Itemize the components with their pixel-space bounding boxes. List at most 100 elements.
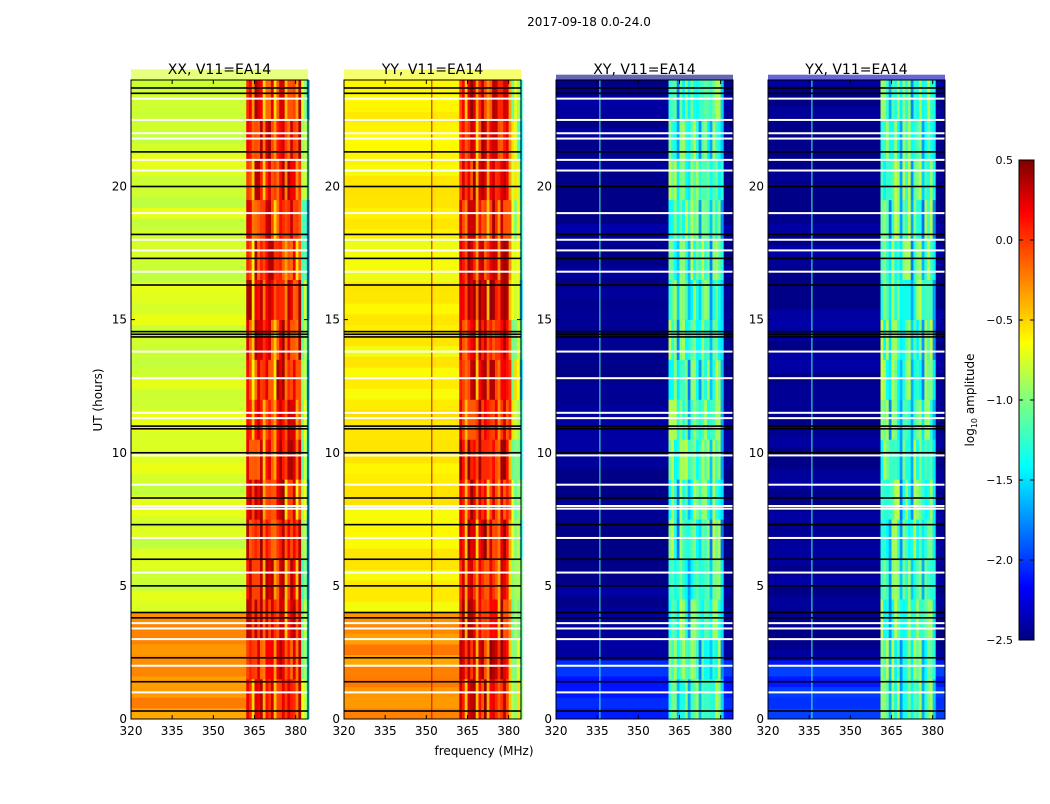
rfi-band-cell (503, 279, 507, 320)
rfi-band-cell (462, 559, 466, 600)
rfi-band-cell (298, 599, 302, 640)
rfi-band-cell (921, 679, 925, 720)
rfi-band-cell (668, 159, 672, 201)
rfi-band-cell (268, 679, 272, 720)
flagged-row-white (556, 505, 733, 507)
rfi-band-cell (918, 319, 922, 360)
rfi-band-cell (896, 279, 901, 320)
rfi-band-cell (500, 479, 504, 520)
flagged-row-black (131, 451, 308, 454)
rfi-band-cell (712, 519, 716, 560)
rfi-band-cell (693, 479, 697, 520)
flagged-row-white (344, 169, 521, 172)
rfi-band-cell (888, 279, 892, 320)
background-row (344, 442, 521, 453)
rfi-band-cell (483, 119, 487, 161)
rfi-band-cell (287, 639, 291, 680)
rfi-band-cell (695, 439, 699, 480)
rfi-band-cell (894, 639, 898, 680)
flagged-row-black (131, 585, 308, 587)
flagged-row-white (344, 158, 521, 161)
flagged-row-white (344, 664, 521, 667)
rfi-band-cell (290, 319, 294, 360)
rfi-band-cell (475, 239, 479, 280)
rfi-band-cell (717, 119, 721, 161)
flagged-row-white (131, 169, 308, 172)
rfi-band-cell (505, 679, 509, 720)
rfi-band-cell (470, 439, 474, 480)
flagged-row-black (768, 558, 945, 561)
rfi-band-cell (475, 119, 479, 161)
flagged-row-white (768, 137, 945, 140)
rfi-band-cell (701, 519, 705, 560)
background-row (768, 436, 945, 448)
panel-frame (130, 79, 309, 720)
rfi-band-cell (295, 359, 299, 400)
rfi-band-cell (668, 359, 672, 400)
rfi-band-cell (295, 639, 299, 680)
rfi-band-cell (921, 239, 925, 280)
rfi-band-cell (467, 359, 471, 400)
rfi-band-cell (924, 159, 928, 201)
rfi-band-cell (929, 119, 933, 161)
rfi-band-cell (913, 159, 917, 201)
rfi-band-cell (511, 679, 515, 720)
background-row (556, 170, 733, 182)
background-row (768, 697, 945, 709)
y-tick-label: 10 (537, 446, 552, 460)
rfi-band-cell (470, 319, 474, 360)
rfi-band-cell (514, 279, 518, 320)
rfi-band-cell (464, 599, 468, 640)
rfi-band-cell (472, 319, 477, 360)
rfi-band-cell (668, 519, 672, 560)
background-row (768, 202, 945, 214)
background-row (768, 117, 945, 128)
rfi-band-cell (262, 80, 266, 121)
rfi-band-cell (251, 319, 255, 360)
background-row (768, 170, 945, 182)
rfi-band-cell (918, 639, 922, 680)
rfi-band-cell (684, 199, 689, 241)
rfi-band-cell (262, 559, 266, 600)
rfi-band-cell (891, 439, 895, 480)
rfi-band-cell (679, 639, 683, 680)
rfi-band-cell (298, 399, 302, 440)
rfi-band-cell (472, 679, 477, 720)
rfi-band-cell (709, 119, 713, 161)
rfi-band-cell (891, 479, 895, 520)
rfi-band-cell (492, 399, 496, 440)
rfi-band-cell (918, 119, 922, 161)
rfi-band-cell (301, 159, 305, 201)
rfi-band-cell (470, 679, 474, 720)
rfi-band-cell (481, 319, 485, 360)
rfi-band-cell (712, 319, 716, 360)
rfi-band-cell (883, 679, 887, 720)
rfi-band-cell (464, 679, 468, 720)
rfi-band-cell (301, 639, 305, 680)
rfi-band-cell (497, 80, 501, 121)
background-row (131, 111, 308, 123)
rfi-band-cell (701, 239, 705, 280)
background-row (556, 213, 733, 224)
rfi-band-cell (717, 359, 721, 400)
rfi-band-cell (910, 119, 914, 161)
rfi-band-cell (516, 439, 520, 480)
flagged-row-black (556, 257, 733, 260)
rfi-band-cell (715, 279, 719, 320)
y-tick-label: 5 (756, 579, 764, 593)
rfi-band-cell (709, 519, 713, 560)
y-tick-label: 15 (749, 313, 764, 327)
x-tick-label: 350 (202, 724, 225, 738)
rfi-band-cell (290, 519, 294, 560)
background-row (344, 399, 521, 411)
background-row (131, 548, 308, 560)
background-row (131, 261, 308, 272)
rfi-band-cell (899, 439, 903, 480)
rfi-band-cell (470, 80, 474, 121)
rfi-band-cell (698, 319, 702, 360)
rfi-band-cell (303, 639, 307, 680)
flagged-row-black (556, 611, 733, 614)
rfi-band-cell (709, 239, 713, 280)
rfi-band-cell (486, 479, 490, 520)
rfi-band-cell (698, 479, 702, 520)
